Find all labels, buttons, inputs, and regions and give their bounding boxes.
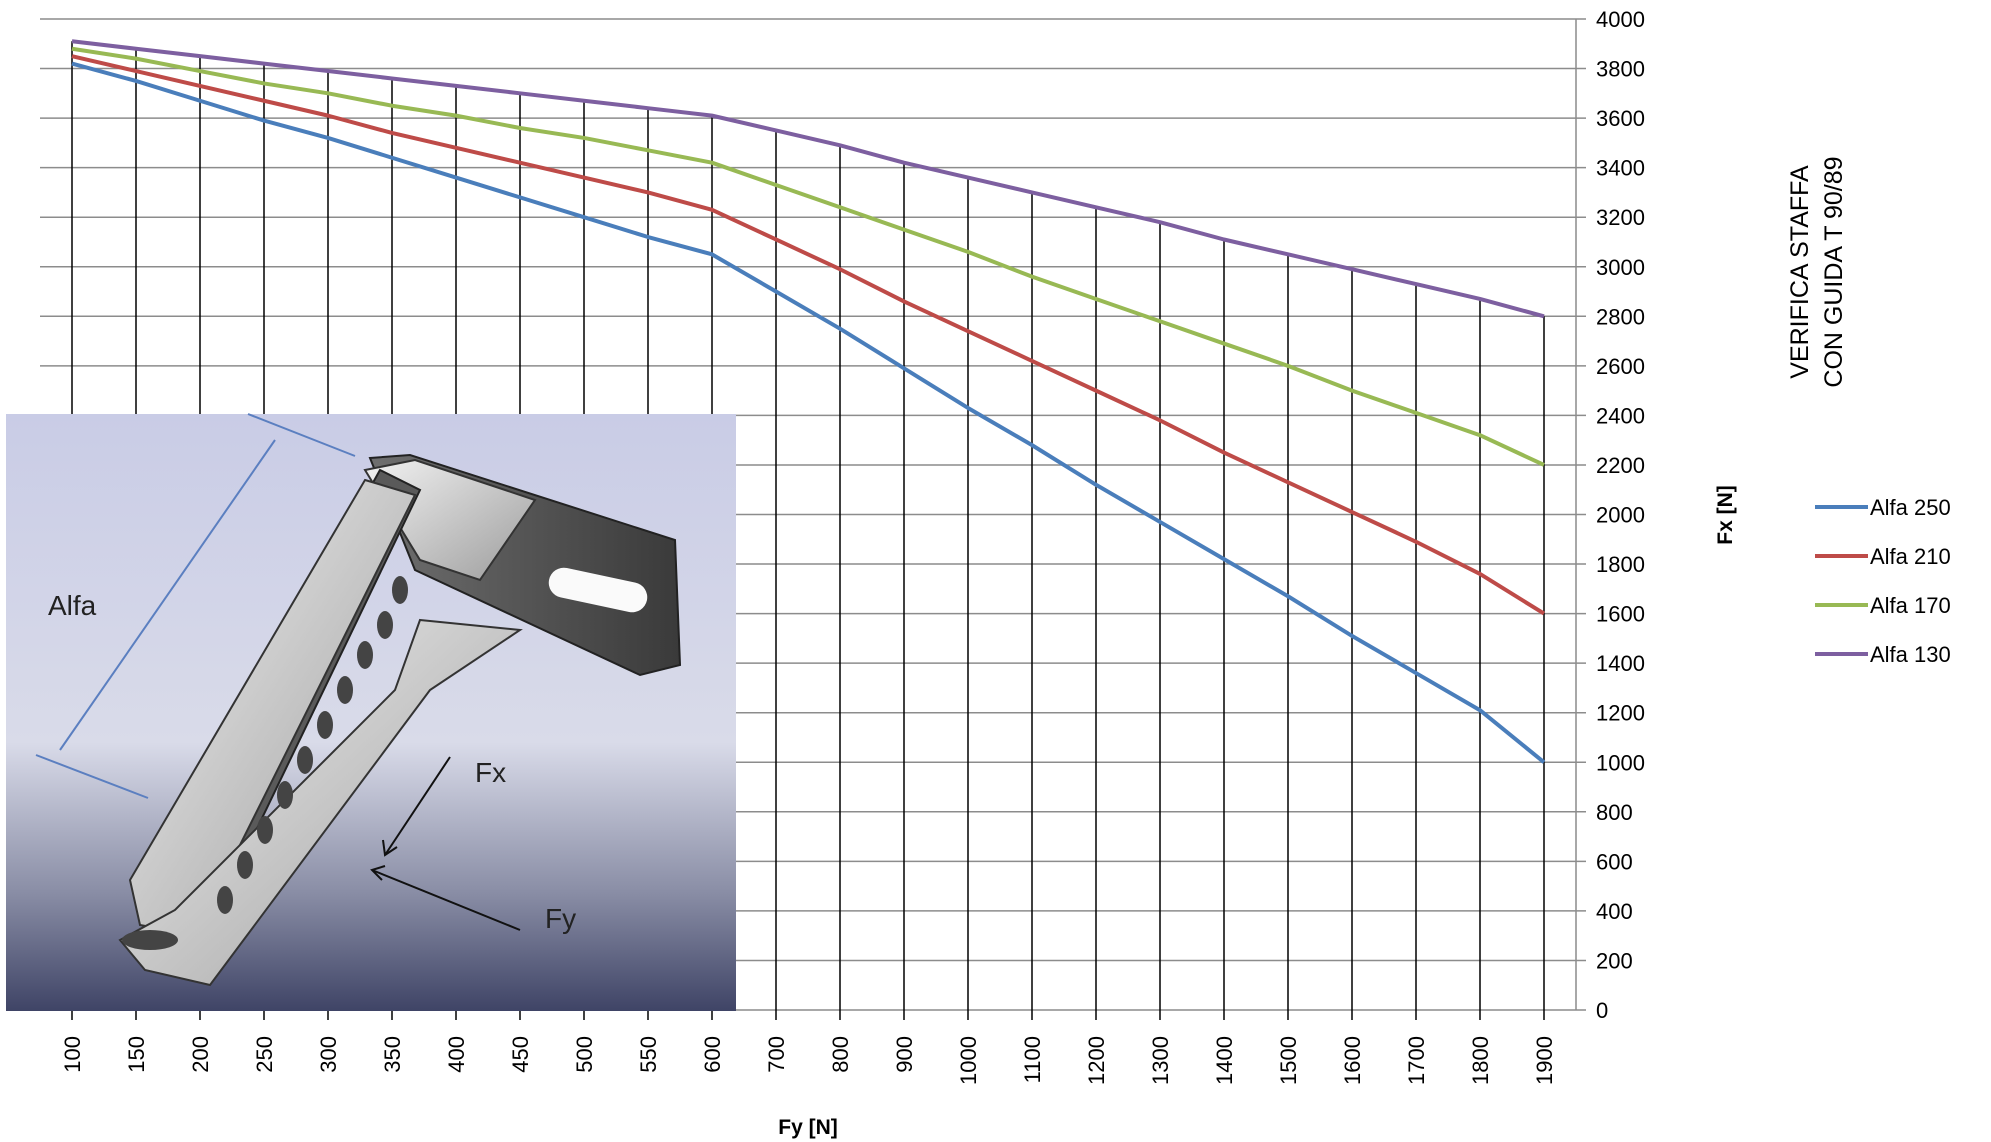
x-tick-label: 800 [828, 1036, 853, 1073]
x-tick-label: 900 [892, 1036, 917, 1073]
x-tick-label: 1100 [1020, 1036, 1045, 1083]
x-tick-label: 250 [252, 1036, 277, 1073]
x-tick-label: 500 [572, 1036, 597, 1073]
x-axis-label: Fy [N] [778, 1116, 838, 1139]
bracket-holes [122, 576, 408, 950]
y-tick-label: 4000 [1596, 7, 1645, 32]
series-lines [71, 39, 1546, 764]
x-tick-label: 1000 [956, 1036, 981, 1085]
x-tick-label: 100 [60, 1036, 85, 1073]
chart-title-line-2: CON GUIDA T 90/89 [1820, 156, 1848, 387]
fy-arrow [371, 869, 521, 931]
fy-label: Fy [545, 903, 576, 934]
bracket-slot [548, 567, 648, 613]
y-tick-label: 2000 [1596, 503, 1645, 528]
x-tick-label: 400 [444, 1036, 469, 1073]
dimension-line-bottom [35, 754, 149, 799]
x-tick-label: 600 [700, 1036, 725, 1073]
x-tick-label: 1900 [1532, 1036, 1557, 1085]
y-tick-label: 1600 [1596, 602, 1645, 627]
y-tick-label: 2400 [1596, 403, 1645, 428]
y-tick-label: 2600 [1596, 354, 1645, 379]
legend: Alfa 250 Alfa 210 Alfa 170 Alfa 130 [1815, 495, 1951, 667]
legend-label: Alfa 170 [1870, 593, 1951, 618]
x-tick-label: 450 [508, 1036, 533, 1073]
y-tick-label: 1200 [1596, 701, 1645, 726]
x-tick-label: 1400 [1212, 1036, 1237, 1085]
y-tick-label: 1000 [1596, 750, 1645, 775]
legend-label: Alfa 210 [1870, 544, 1951, 569]
fx-arrow [384, 756, 451, 856]
x-axis-tick-labels: 100 150 200 250 300 350 400 450 500 550 600 700 800 9… [60, 1036, 1557, 1085]
alfa-label: Alfa [48, 590, 97, 621]
y-tick-label: 1400 [1596, 651, 1645, 676]
x-tick-label: 200 [188, 1036, 213, 1073]
legend-label: Alfa 250 [1870, 495, 1951, 520]
y-tick-label: 3800 [1596, 57, 1645, 82]
fx-label: Fx [475, 757, 506, 788]
dimension-line [59, 439, 276, 751]
bracket-inset-image: Alfa Fx Fy [6, 413, 736, 1011]
x-tick-label: 1500 [1276, 1036, 1301, 1085]
y-axis-label: Fx [N] [1714, 485, 1737, 545]
y-tick-label: 800 [1596, 800, 1633, 825]
series-line-alfa-250 [71, 61, 1546, 764]
x-tick-label: 1300 [1148, 1036, 1173, 1085]
y-tick-label: 600 [1596, 849, 1633, 874]
y-tick-label: 2200 [1596, 453, 1645, 478]
dimension-line-top [247, 413, 356, 457]
y-tick-label: 1800 [1596, 552, 1645, 577]
y-axis-tick-labels: 0 200 400 600 800 1000 1200 1400 1600 1800 2000 220… [1596, 7, 1645, 1023]
y-tick-label: 3600 [1596, 106, 1645, 131]
y-tick-label: 3200 [1596, 205, 1645, 230]
y-tick-label: 400 [1596, 899, 1633, 924]
x-tick-label: 1200 [1084, 1036, 1109, 1085]
x-tick-label: 150 [124, 1036, 149, 1073]
fx-arrow-head [382, 839, 398, 857]
chart-title: VERIFICA STAFFA CON GUIDA T 90/89 [1786, 156, 1848, 387]
x-tick-label: 1800 [1468, 1036, 1493, 1085]
series-line-alfa-170 [71, 46, 1545, 467]
y-tick-label: 0 [1596, 998, 1608, 1023]
x-tick-label: 300 [316, 1036, 341, 1073]
x-tick-label: 1600 [1340, 1036, 1365, 1085]
x-tick-label: 550 [636, 1036, 661, 1073]
chart-title-line-1: VERIFICA STAFFA [1786, 165, 1814, 379]
series-line-alfa-130 [71, 39, 1545, 319]
y-tick-label: 3400 [1596, 156, 1645, 181]
y-tick-label: 200 [1596, 948, 1633, 973]
x-tick-label: 1700 [1404, 1036, 1429, 1085]
fy-arrow-head [370, 865, 386, 881]
x-tick-label: 350 [380, 1036, 405, 1073]
y-tick-label: 3000 [1596, 255, 1645, 280]
x-tick-label: 700 [764, 1036, 789, 1073]
y-tick-label: 2800 [1596, 304, 1645, 329]
series-line-alfa-210 [71, 54, 1546, 616]
legend-label: Alfa 130 [1870, 642, 1951, 667]
